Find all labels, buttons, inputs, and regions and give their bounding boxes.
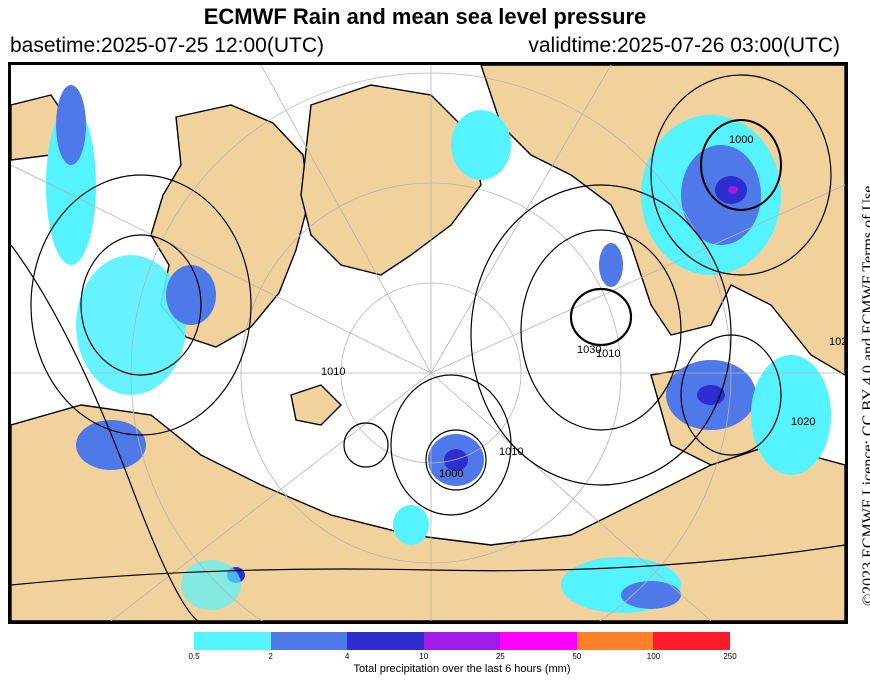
legend-tick: 2 [268, 652, 273, 661]
legend-tick: 100 [646, 652, 661, 661]
map-frame: 1010 1030 1000 1010 1020 1000 1010 1020 [8, 62, 848, 624]
isobar-label: 1000 [439, 468, 463, 480]
legend-swatch [194, 632, 271, 650]
basetime-label: basetime:2025-07-25 12:00(UTC) [10, 34, 324, 57]
validtime-label: validtime:2025-07-26 03:00(UTC) [528, 34, 840, 57]
legend-swatch [270, 632, 348, 650]
legend-tick: 50 [572, 652, 582, 661]
legend-caption: Total precipitation over the last 6 hour… [353, 663, 571, 675]
legend-color-bar [194, 632, 731, 650]
precipitation-legend: 0.5 2 4 10 25 50 100 250 Total precipita… [188, 632, 737, 675]
legend-swatch [423, 632, 501, 650]
licence-text: ©2023 ECMWF Licence: CC BY 4.0 and ECMWF… [860, 185, 870, 606]
graticule [11, 65, 845, 621]
isobar-label: 1010 [596, 348, 620, 360]
legend-tick: 25 [495, 652, 505, 661]
isobar-label: 1020 [791, 416, 815, 428]
svalbard-land [290, 384, 342, 426]
legend-swatch [576, 632, 654, 650]
isobar-label: 1010 [499, 446, 523, 458]
isobar-labels: 1010 1030 1000 1010 1020 1000 1010 1020 [321, 134, 845, 480]
map-canvas: 1010 1030 1000 1010 1020 1000 1010 1020 [11, 65, 845, 621]
legend-swatch [347, 632, 424, 650]
legend-swatch [653, 632, 731, 650]
legend-tick: 0.5 [188, 652, 200, 661]
legend-tick: 250 [723, 652, 737, 661]
isobar-layer [11, 74, 845, 621]
map-title: ECMWF Rain and mean sea level pressure [203, 4, 647, 29]
legend-swatch [500, 632, 577, 650]
isobar-label: 1020 [829, 336, 845, 348]
legend-tick: 10 [419, 652, 429, 661]
isobar-label: 1010 [321, 366, 345, 378]
legend-ticks: 0.5 2 4 10 25 50 100 250 [188, 650, 736, 662]
isobar-label: 1000 [729, 134, 753, 146]
arctic-islands-land [300, 84, 482, 276]
legend-tick: 4 [344, 652, 350, 661]
isobar-label: 1030 [577, 344, 601, 356]
